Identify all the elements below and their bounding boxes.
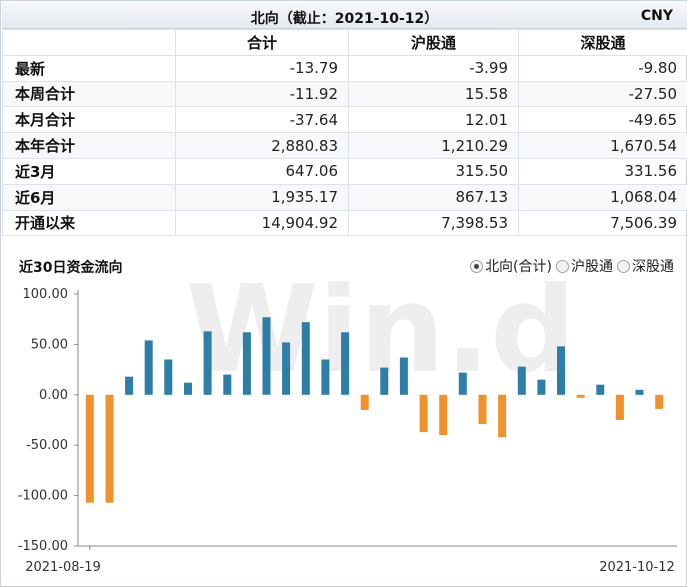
table-row: 近3月 647.06 315.50 331.56 (2, 157, 687, 185)
row-label: 本周合计 (2, 80, 176, 108)
table-cell: 647.06 (175, 157, 349, 185)
radio-unselected-icon[interactable] (617, 259, 630, 273)
table-cell: 7,506.39 (518, 209, 687, 237)
y-tick-label: -100.00 (18, 489, 68, 504)
row-label: 本年合计 (2, 132, 176, 159)
table-row: 本周合计 -11.92 15.58 -27.50 (2, 80, 687, 108)
table-cell: 12.01 (348, 106, 519, 134)
chart-bar (85, 394, 94, 503)
chart-bar (360, 394, 369, 410)
panel-title: 北向（截止：2021-10-12） (250, 11, 439, 27)
chart-bar (419, 394, 428, 433)
row-label: 开通以来 (2, 209, 176, 237)
chart-bar (301, 322, 310, 395)
table-row: 最新 -13.79 -3.99 -9.80 (2, 54, 687, 82)
chart-bar (321, 359, 330, 395)
series-selector: 北向(合计) 沪股通 深股通 (470, 256, 674, 276)
option-label: 沪股通 (571, 259, 613, 275)
table-cell: -11.92 (175, 80, 349, 108)
table-cell: 1,670.54 (518, 132, 687, 159)
chart-bar (439, 394, 448, 436)
row-label: 最新 (2, 54, 176, 82)
option-northbound-total[interactable]: 北向(合计) (470, 256, 552, 276)
table-cell: 1,068.04 (518, 183, 687, 211)
table-cell: -27.50 (518, 80, 687, 108)
table-row: 开通以来 14,904.92 7,398.53 7,506.39 (2, 209, 687, 237)
table-row: 本年合计 2,880.83 1,210.29 1,670.54 (2, 132, 687, 159)
radio-selected-icon[interactable] (470, 259, 484, 273)
option-shenzhen-connect[interactable]: 深股通 (617, 256, 674, 276)
chart-bar (517, 366, 526, 395)
table-row: 近6月 1,935.17 867.13 1,068.04 (2, 183, 687, 211)
header-bar: 北向（截止：2021-10-12） CNY (2, 2, 687, 29)
y-tick-label: -50.00 (26, 438, 68, 453)
chart-bar (125, 376, 134, 395)
x-start-date-label: 2021-08-19 (25, 560, 101, 575)
option-label: 北向(合计) (485, 259, 552, 275)
chart-bar (557, 346, 565, 395)
option-shanghai-connect[interactable]: 沪股通 (556, 256, 613, 276)
chart-bar (223, 374, 232, 395)
table-cell: 331.56 (518, 157, 687, 185)
x-end-date-label: 2021-10-12 (599, 560, 675, 575)
chart-bar (478, 394, 487, 424)
table-cell: -13.79 (175, 54, 349, 82)
y-tick-label: 50.00 (31, 337, 68, 352)
y-tick-label: -150.00 (18, 539, 68, 554)
column-header-shenzhen: 深股通 (518, 29, 687, 56)
row-label: 本月合计 (2, 106, 176, 134)
chart-bar (282, 342, 291, 395)
table-cell: 315.50 (348, 157, 519, 185)
chart-bar (341, 332, 350, 395)
table-cell: 2,880.83 (175, 132, 349, 159)
table-cell: 14,904.92 (175, 209, 349, 237)
currency-label: CNY (640, 8, 673, 24)
table-cell: -49.65 (518, 106, 687, 134)
flow-bar-chart: Win.d 100.0050.000.00-50.00-100.00-150.0… (18, 281, 677, 575)
table-row: 本月合计 -37.64 12.01 -49.65 (2, 106, 687, 134)
summary-table: 合计 沪股通 深股通 最新 -13.79 -3.99 -9.80 本周合计 -11.92 1… (2, 29, 687, 237)
chart-bar (596, 384, 605, 395)
table-cell: 1,210.29 (348, 132, 519, 159)
chart-bar (105, 394, 114, 503)
column-header-shanghai: 沪股通 (348, 29, 519, 56)
chart-bar (380, 367, 389, 395)
chart-title: 近30日资金流向 (19, 260, 123, 276)
chart-bar (537, 379, 546, 395)
column-header-blank (2, 29, 176, 56)
table-cell: -9.80 (518, 54, 687, 82)
chart-bar (144, 340, 153, 395)
table-header-row: 合计 沪股通 深股通 (2, 29, 687, 56)
chart-bar (655, 394, 664, 409)
chart-bar (458, 372, 467, 395)
option-label: 深股通 (632, 259, 674, 275)
row-label: 近3月 (2, 157, 176, 185)
chart-bar (399, 357, 408, 395)
table-cell: 1,935.17 (175, 183, 349, 211)
table-cell: 15.58 (348, 80, 519, 108)
chart-bar (615, 394, 624, 420)
chart-bar (498, 394, 507, 438)
y-tick-label: 0.00 (39, 388, 68, 403)
y-tick-label: 100.00 (23, 287, 69, 302)
chart-bar (184, 382, 192, 395)
chart-bar (203, 331, 212, 395)
column-header-total: 合计 (175, 29, 349, 56)
table-cell: -3.99 (348, 54, 519, 82)
radio-unselected-icon[interactable] (556, 259, 569, 273)
chart-bar (635, 389, 644, 395)
row-label: 近6月 (2, 183, 176, 211)
chart-bar (576, 394, 585, 398)
table-cell: 7,398.53 (348, 209, 519, 237)
chart-bar (164, 359, 173, 395)
chart-bar (262, 317, 271, 395)
table-cell: -37.64 (175, 106, 349, 134)
chart-bar (242, 332, 251, 395)
table-cell: 867.13 (348, 183, 519, 211)
